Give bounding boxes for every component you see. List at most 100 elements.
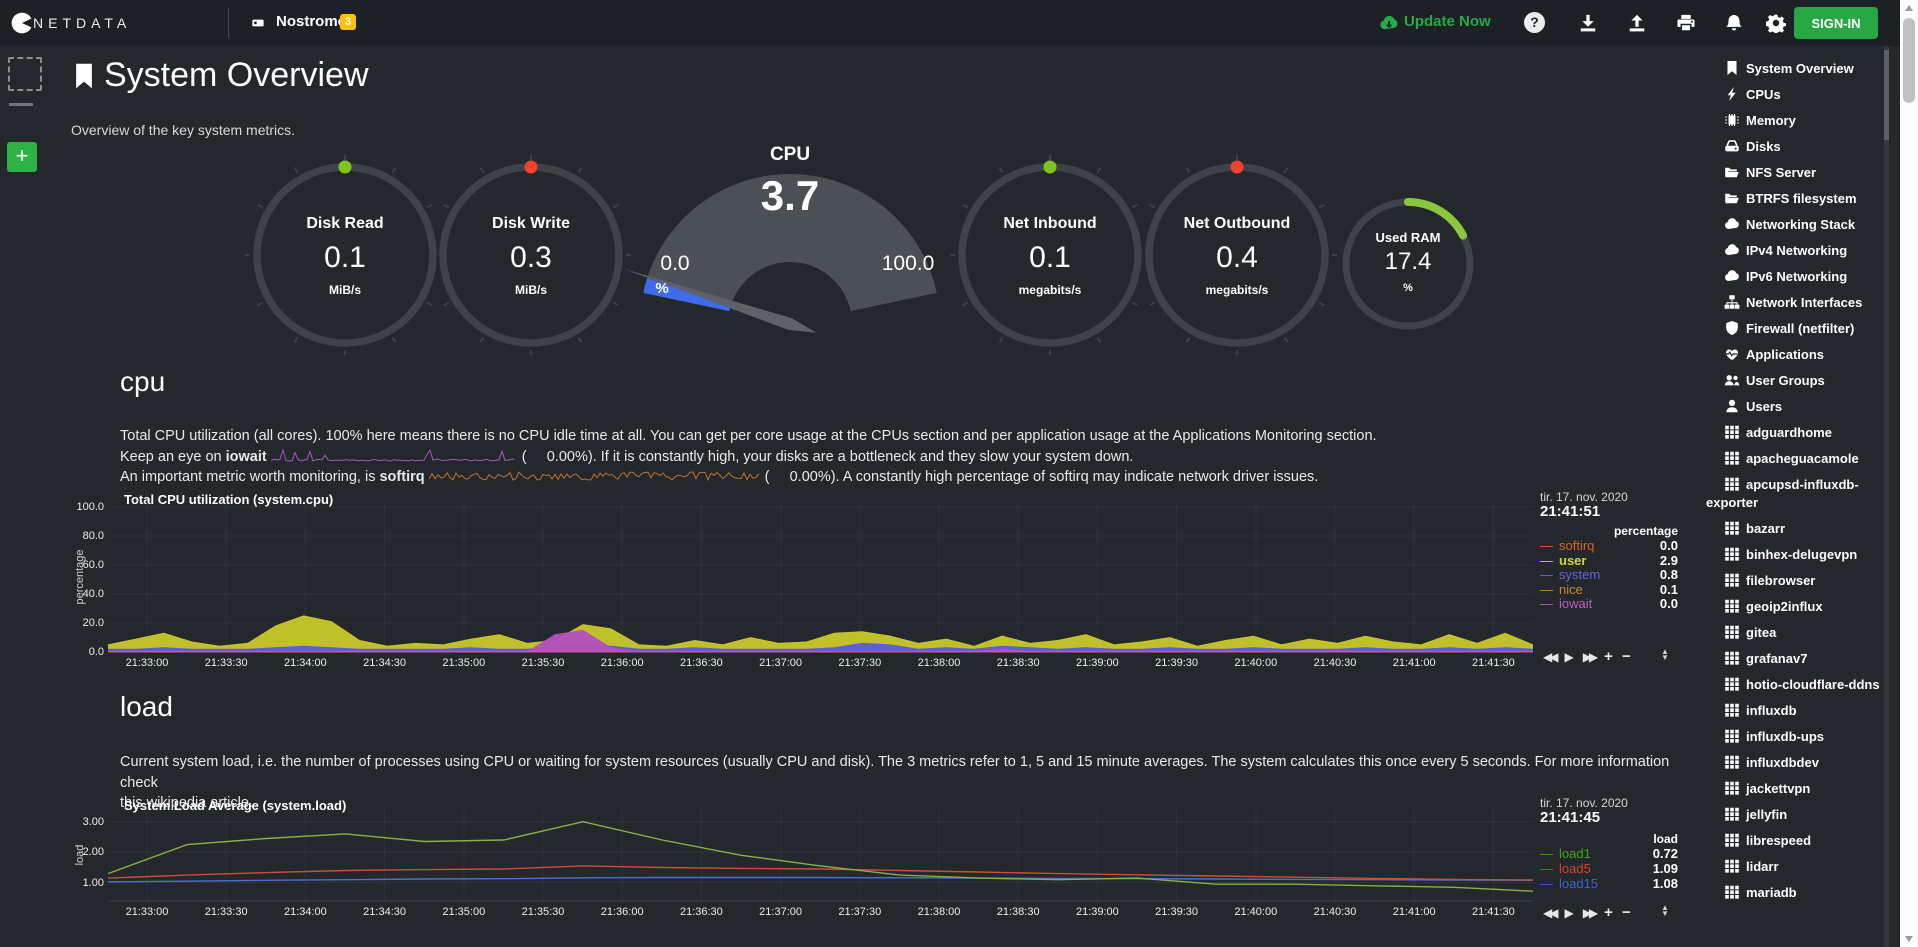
sidebar-item-ipv6-networking[interactable]: IPv6 Networking [1706, 264, 1884, 290]
sidebar-scrollbar-track[interactable] [1884, 46, 1889, 947]
scroll-up-arrow-icon[interactable] [1905, 5, 1913, 11]
sidebar-item-apacheguacamole[interactable]: apacheguacamole [1706, 446, 1884, 472]
right-sidebar-menu: System Overview CPUs Memory Disks NFS Server… [1700, 46, 1884, 947]
sidebar-item-jellyfin[interactable]: jellyfin [1706, 802, 1884, 828]
play-icon[interactable]: ▶ [1564, 650, 1574, 664]
sidebar-item-networking-stack[interactable]: Networking Stack [1706, 212, 1884, 238]
gauge-net-inbound[interactable]: Net Inbound 0.1 megabits/s [950, 155, 1150, 355]
scrollbar-thumb[interactable] [1903, 18, 1915, 103]
upload-icon[interactable] [1627, 13, 1647, 33]
legend-row-system[interactable]: — system 0.8 [1540, 567, 1678, 583]
cpu-description: Total CPU utilization (all cores). 100% … [120, 428, 1377, 485]
sidebar-item-influxdb[interactable]: influxdb [1706, 698, 1884, 724]
gauge-cpu[interactable]: CPU 3.7 0.0 100.0 % [620, 134, 960, 364]
download-icon[interactable] [1578, 13, 1598, 33]
zoom-in-icon[interactable]: + [1604, 648, 1613, 665]
legend-row-nice[interactable]: — nice 0.1 [1540, 582, 1678, 597]
sidebar-item-network-interfaces[interactable]: Network Interfaces [1706, 290, 1884, 316]
cloud-icon [1724, 268, 1740, 284]
bell-icon[interactable] [1724, 13, 1744, 33]
sidebar-item-system-overview[interactable]: System Overview [1706, 56, 1884, 82]
sidebar-item-nfs-server[interactable]: NFS Server [1706, 160, 1884, 186]
gauge-unit: MiB/s [328, 283, 361, 297]
legend-row-softirq[interactable]: — softirq 0.0 [1540, 538, 1678, 553]
help-icon[interactable]: ? [1524, 12, 1545, 33]
legend-row-iowait[interactable]: — iowait 0.0 [1540, 596, 1678, 611]
gauge-disk-write[interactable]: Disk Write 0.3 MiB/s [431, 155, 631, 355]
sidebar-item-adguardhome[interactable]: adguardhome [1706, 420, 1884, 446]
section-heading-load: load [120, 691, 173, 722]
sidebar-item-jackettvpn[interactable]: jackettvpn [1706, 776, 1884, 802]
sidebar-scrollbar-thumb[interactable] [1884, 50, 1889, 140]
gear-icon[interactable] [1766, 13, 1786, 33]
alarm-badge[interactable]: 3 [340, 14, 357, 30]
load-chart[interactable]: System Load Average (system.load) tir. 17… [0, 796, 1700, 947]
legend-row-user[interactable]: — user 2.9 [1540, 553, 1678, 568]
sidebar-item-memory[interactable]: Memory [1706, 108, 1884, 134]
resize-handle-icon[interactable]: ▲ ▼ [1661, 903, 1669, 918]
sign-in-button[interactable]: SIGN-IN [1794, 7, 1878, 39]
gauge-net-outbound[interactable]: Net Outbound 0.4 megabits/s [1137, 155, 1337, 355]
sidebar-item-btrfs-filesystem[interactable]: BTRFS filesystem [1706, 186, 1884, 212]
play-icon[interactable]: ▶ [1564, 906, 1574, 920]
update-now-button[interactable]: Update Now [1404, 13, 1491, 30]
print-icon[interactable] [1676, 13, 1696, 33]
gauge-label: Used RAM [1375, 230, 1441, 245]
sidebar-item-grafanav7[interactable]: grafanav7 [1706, 646, 1884, 672]
gauge-disk-read[interactable]: Disk Read 0.1 MiB/s [245, 155, 445, 355]
sidebar-item-librespeed[interactable]: librespeed [1706, 828, 1884, 854]
cpu-chart-plot[interactable] [108, 502, 1533, 653]
hostname[interactable]: Nostromo [276, 13, 347, 30]
sidebar-item-applications[interactable]: Applications [1706, 342, 1884, 368]
sidebar-item-mariadb[interactable]: mariadb [1706, 880, 1884, 906]
resize-handle-icon[interactable]: ▲ ▼ [1661, 647, 1669, 662]
pan-backward-icon[interactable]: ◀◀ [1543, 650, 1559, 664]
legend-row-load1[interactable]: — load1 0.72 [1540, 846, 1678, 861]
pan-forward-icon[interactable]: ▶▶ [1582, 650, 1599, 664]
sidebar-item-firewall-netfilter-[interactable]: Firewall (netfilter) [1706, 316, 1884, 342]
sidebar-item-lidarr[interactable]: lidarr [1706, 854, 1884, 880]
sidebar-item-ipv4-networking[interactable]: IPv4 Networking [1706, 238, 1884, 264]
sidebar-item-bazarr[interactable]: bazarr [1706, 516, 1884, 542]
sidebar-item-cpus[interactable]: CPUs [1706, 82, 1884, 108]
legend-row-load5[interactable]: — load5 1.09 [1540, 861, 1678, 876]
gauge-unit: MiB/s [514, 283, 547, 297]
sidebar-item-binhex-delugevpn[interactable]: binhex-delugevpn [1706, 542, 1884, 568]
cpu-chart[interactable]: Total CPU utilization (system.cpu) tir. 1… [0, 490, 1700, 675]
window-scrollbar[interactable] [1900, 0, 1918, 947]
zoom-out-icon[interactable]: − [1621, 648, 1631, 665]
pan-forward-icon[interactable]: ▶▶ [1582, 906, 1599, 920]
zoom-in-icon[interactable]: + [1604, 904, 1613, 921]
menu-toggle-button[interactable] [203, 16, 223, 30]
pan-backward-icon[interactable]: ◀◀ [1543, 906, 1559, 920]
gauge-used-ram[interactable]: Used RAM 17.4 % [1338, 194, 1478, 334]
legend-row-load15[interactable]: — load15 1.08 [1540, 876, 1678, 891]
sidebar-item-users[interactable]: Users [1706, 394, 1884, 420]
zoom-out-icon[interactable]: − [1621, 904, 1631, 921]
sidebar-item-user-groups[interactable]: User Groups [1706, 368, 1884, 394]
sidebar-item-hotio-cloudflare-ddns[interactable]: hotio-cloudflare-ddns [1706, 672, 1884, 698]
x-axis-tick-label: 21:36:00 [600, 906, 644, 918]
legend-series-value: 0.72 [1652, 846, 1678, 861]
sidebar-item-apcupsd-influxdb-exporter[interactable]: apcupsd-influxdb-exporter [1706, 472, 1884, 516]
legend-dash-icon: — [1540, 876, 1553, 891]
wikipedia-link[interactable]: this wikipedia article. [120, 795, 253, 811]
legend-series-name: system [1559, 567, 1601, 583]
scroll-down-arrow-icon[interactable] [1905, 936, 1913, 942]
load-chart-plot[interactable] [108, 808, 1533, 902]
sidebar-item-disks[interactable]: Disks [1706, 134, 1884, 160]
sidebar-item-label: gitea [1746, 625, 1777, 640]
cloud-icon [1724, 216, 1740, 232]
sidebar-item-influxdbdev[interactable]: influxdbdev [1706, 750, 1884, 776]
sidebar-item-filebrowser[interactable]: filebrowser [1706, 568, 1884, 594]
y-axis-tick-label: 80.0 [82, 530, 104, 543]
sidebar-item-geoip2influx[interactable]: geoip2influx [1706, 594, 1884, 620]
x-axis-tick-label: 21:35:00 [442, 906, 486, 918]
add-button[interactable]: + [7, 142, 37, 172]
sidebar-item-influxdb-ups[interactable]: influxdb-ups [1706, 724, 1884, 750]
folder-icon [1724, 164, 1740, 180]
sidebar-item-gitea[interactable]: gitea [1706, 620, 1884, 646]
x-axis-tick-label: 21:39:00 [1075, 906, 1119, 918]
cloud-download-icon[interactable] [1378, 13, 1400, 33]
th-icon [1724, 702, 1740, 718]
